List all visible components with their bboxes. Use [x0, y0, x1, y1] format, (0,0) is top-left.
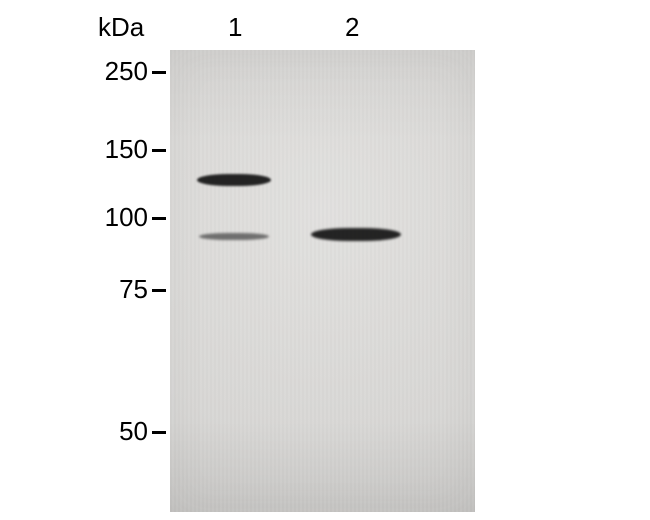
protein-band [199, 233, 269, 240]
lane-2-label: 2 [345, 12, 359, 43]
lane-1-label: 1 [228, 12, 242, 43]
protein-band [311, 228, 401, 241]
kda-unit-label: kDa [98, 12, 144, 43]
mw-tick [152, 217, 166, 220]
protein-band [197, 174, 271, 186]
mw-tick [152, 149, 166, 152]
mw-label: 75 [0, 274, 148, 305]
blot-texture [170, 50, 475, 512]
mw-tick [152, 289, 166, 292]
mw-label: 50 [0, 416, 148, 447]
mw-label: 150 [0, 134, 148, 165]
mw-label: 250 [0, 56, 148, 87]
mw-tick [152, 71, 166, 74]
western-blot-figure: kDa 1 2 250 150 100 75 50 [0, 0, 650, 520]
mw-tick [152, 431, 166, 434]
mw-label: 100 [0, 202, 148, 233]
blot-membrane [170, 50, 475, 512]
